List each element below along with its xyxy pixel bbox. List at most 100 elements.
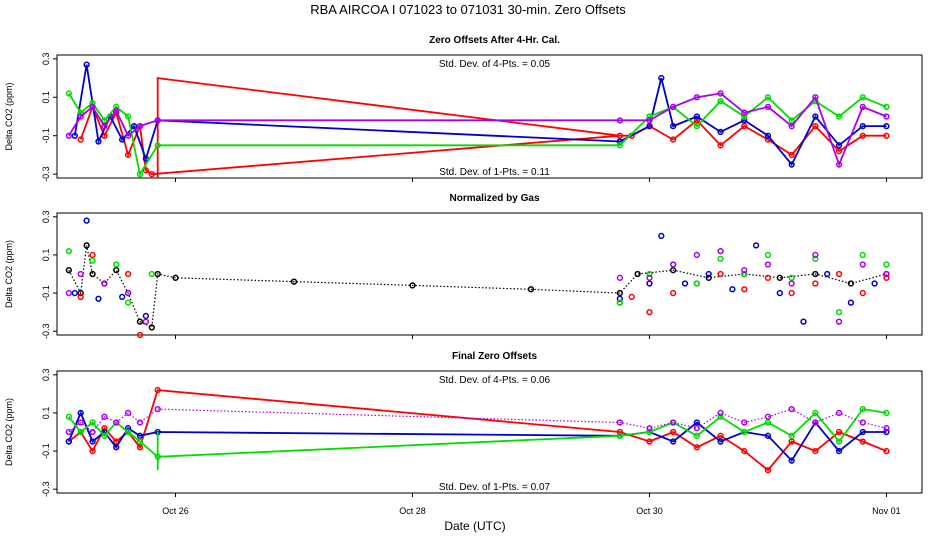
y-tick-label: 0.3: [41, 53, 51, 66]
data-point-green: [101, 432, 108, 439]
data-point-purple: [154, 117, 161, 124]
data-point-purple: [77, 113, 84, 120]
y-tick-label: 0.3: [41, 369, 51, 382]
y-tick-label: 0.3: [41, 211, 51, 224]
data-point-red: [670, 428, 677, 436]
data-point-red: [717, 142, 724, 149]
data-point-red: [859, 132, 866, 139]
data-point-blue: [788, 457, 795, 464]
data-point-purple: [65, 132, 72, 139]
y-tick-label: -0.1: [41, 285, 51, 301]
data-point-green: [136, 171, 144, 178]
std-dev-1pts-annotation: Std. Dev. of 1-Pts. = 0.11: [439, 167, 550, 178]
data-point-red: [717, 432, 724, 439]
data-point-purple: [89, 428, 96, 436]
data-point-blue: [764, 432, 772, 439]
data-point-red: [883, 274, 890, 281]
data-point-red: [788, 151, 795, 159]
series-line-red-jump: [156, 77, 620, 178]
data-point-purple: [717, 90, 724, 97]
data-point-red: [89, 251, 96, 259]
data-point-purple: [646, 117, 653, 124]
data-point-black: [77, 289, 84, 297]
data-point-green: [693, 122, 701, 130]
data-point-green: [89, 419, 96, 426]
data-point-green: [616, 142, 623, 149]
data-point-red: [670, 136, 677, 143]
data-point-red: [835, 270, 843, 278]
data-point-green: [859, 251, 866, 259]
panel-title: Normalized by Gas: [449, 193, 539, 204]
data-point-purple: [136, 122, 144, 130]
std-dev-4pts-annotation: Std. Dev. of 4-Pts. = 0.06: [439, 375, 551, 386]
data-point-blue: [77, 409, 84, 417]
data-point-blue: [824, 270, 831, 278]
data-point-green: [883, 409, 890, 417]
data-point-blue: [776, 289, 783, 297]
data-point-blue: [142, 155, 150, 162]
panel-frame: [56, 54, 923, 179]
data-point-black: [409, 282, 416, 289]
data-point-blue: [883, 122, 890, 130]
data-point-purple: [124, 289, 132, 297]
data-point-green: [812, 255, 819, 262]
data-point-blue: [859, 122, 866, 130]
data-point-blue: [835, 142, 843, 149]
data-point-green: [616, 432, 623, 439]
data-point-black: [136, 318, 144, 325]
data-point-purple: [883, 113, 890, 120]
data-point-blue: [95, 295, 102, 302]
data-point-blue: [119, 293, 126, 301]
data-point-blue: [871, 280, 878, 287]
data-point-red: [835, 428, 843, 436]
y-tick-label: -0.3: [41, 166, 51, 182]
data-point-purple: [65, 289, 72, 297]
data-point-green: [859, 405, 866, 413]
x-tick-label: Oct 26: [162, 506, 189, 516]
data-point-purple: [764, 261, 772, 268]
data-point-red: [77, 136, 84, 143]
data-point-black: [634, 270, 641, 278]
y-axis-label: Delta CO2 (ppm): [4, 398, 14, 466]
panel-title: Zero Offsets After 4-Hr. Cal.: [429, 35, 560, 46]
data-point-green: [89, 257, 96, 264]
data-point-red: [812, 447, 819, 455]
std-dev-1pts-annotation: Std. Dev. of 1-Pts. = 0.07: [439, 482, 551, 493]
data-point-red: [788, 289, 795, 297]
data-point-black: [527, 286, 535, 293]
data-point-green: [646, 113, 653, 120]
data-point-black: [776, 274, 783, 281]
data-point-green: [646, 270, 653, 278]
data-point-green: [646, 428, 653, 436]
data-point-red: [812, 280, 819, 287]
data-point-red: [693, 117, 701, 124]
data-point-purple: [788, 280, 795, 287]
y-tick-label: 0.1: [41, 407, 51, 420]
data-point-black: [705, 274, 712, 281]
data-point-purple: [741, 109, 748, 116]
panel-title: Final Zero Offsets: [452, 351, 537, 362]
data-point-blue: [71, 289, 78, 297]
data-point-blue: [764, 132, 772, 139]
x-axis-label: Date (UTC): [444, 519, 505, 533]
data-point-green: [788, 274, 795, 281]
data-point-green: [124, 299, 132, 306]
data-point-purple: [764, 413, 772, 420]
data-point-blue: [95, 138, 102, 145]
data-point-red: [616, 428, 623, 436]
data-point-blue: [847, 299, 855, 306]
data-point-green: [77, 428, 84, 436]
data-point-black: [113, 267, 120, 274]
data-point-green: [741, 428, 748, 436]
y-tick-label: -0.3: [41, 481, 51, 497]
data-point-red: [764, 274, 772, 281]
data-point-green: [835, 308, 843, 316]
data-point-purple: [741, 419, 748, 426]
data-point-green: [717, 413, 724, 420]
data-point-purple: [142, 318, 150, 325]
data-point-red: [812, 122, 819, 130]
data-point-purple: [124, 132, 132, 139]
data-point-blue: [670, 122, 677, 130]
